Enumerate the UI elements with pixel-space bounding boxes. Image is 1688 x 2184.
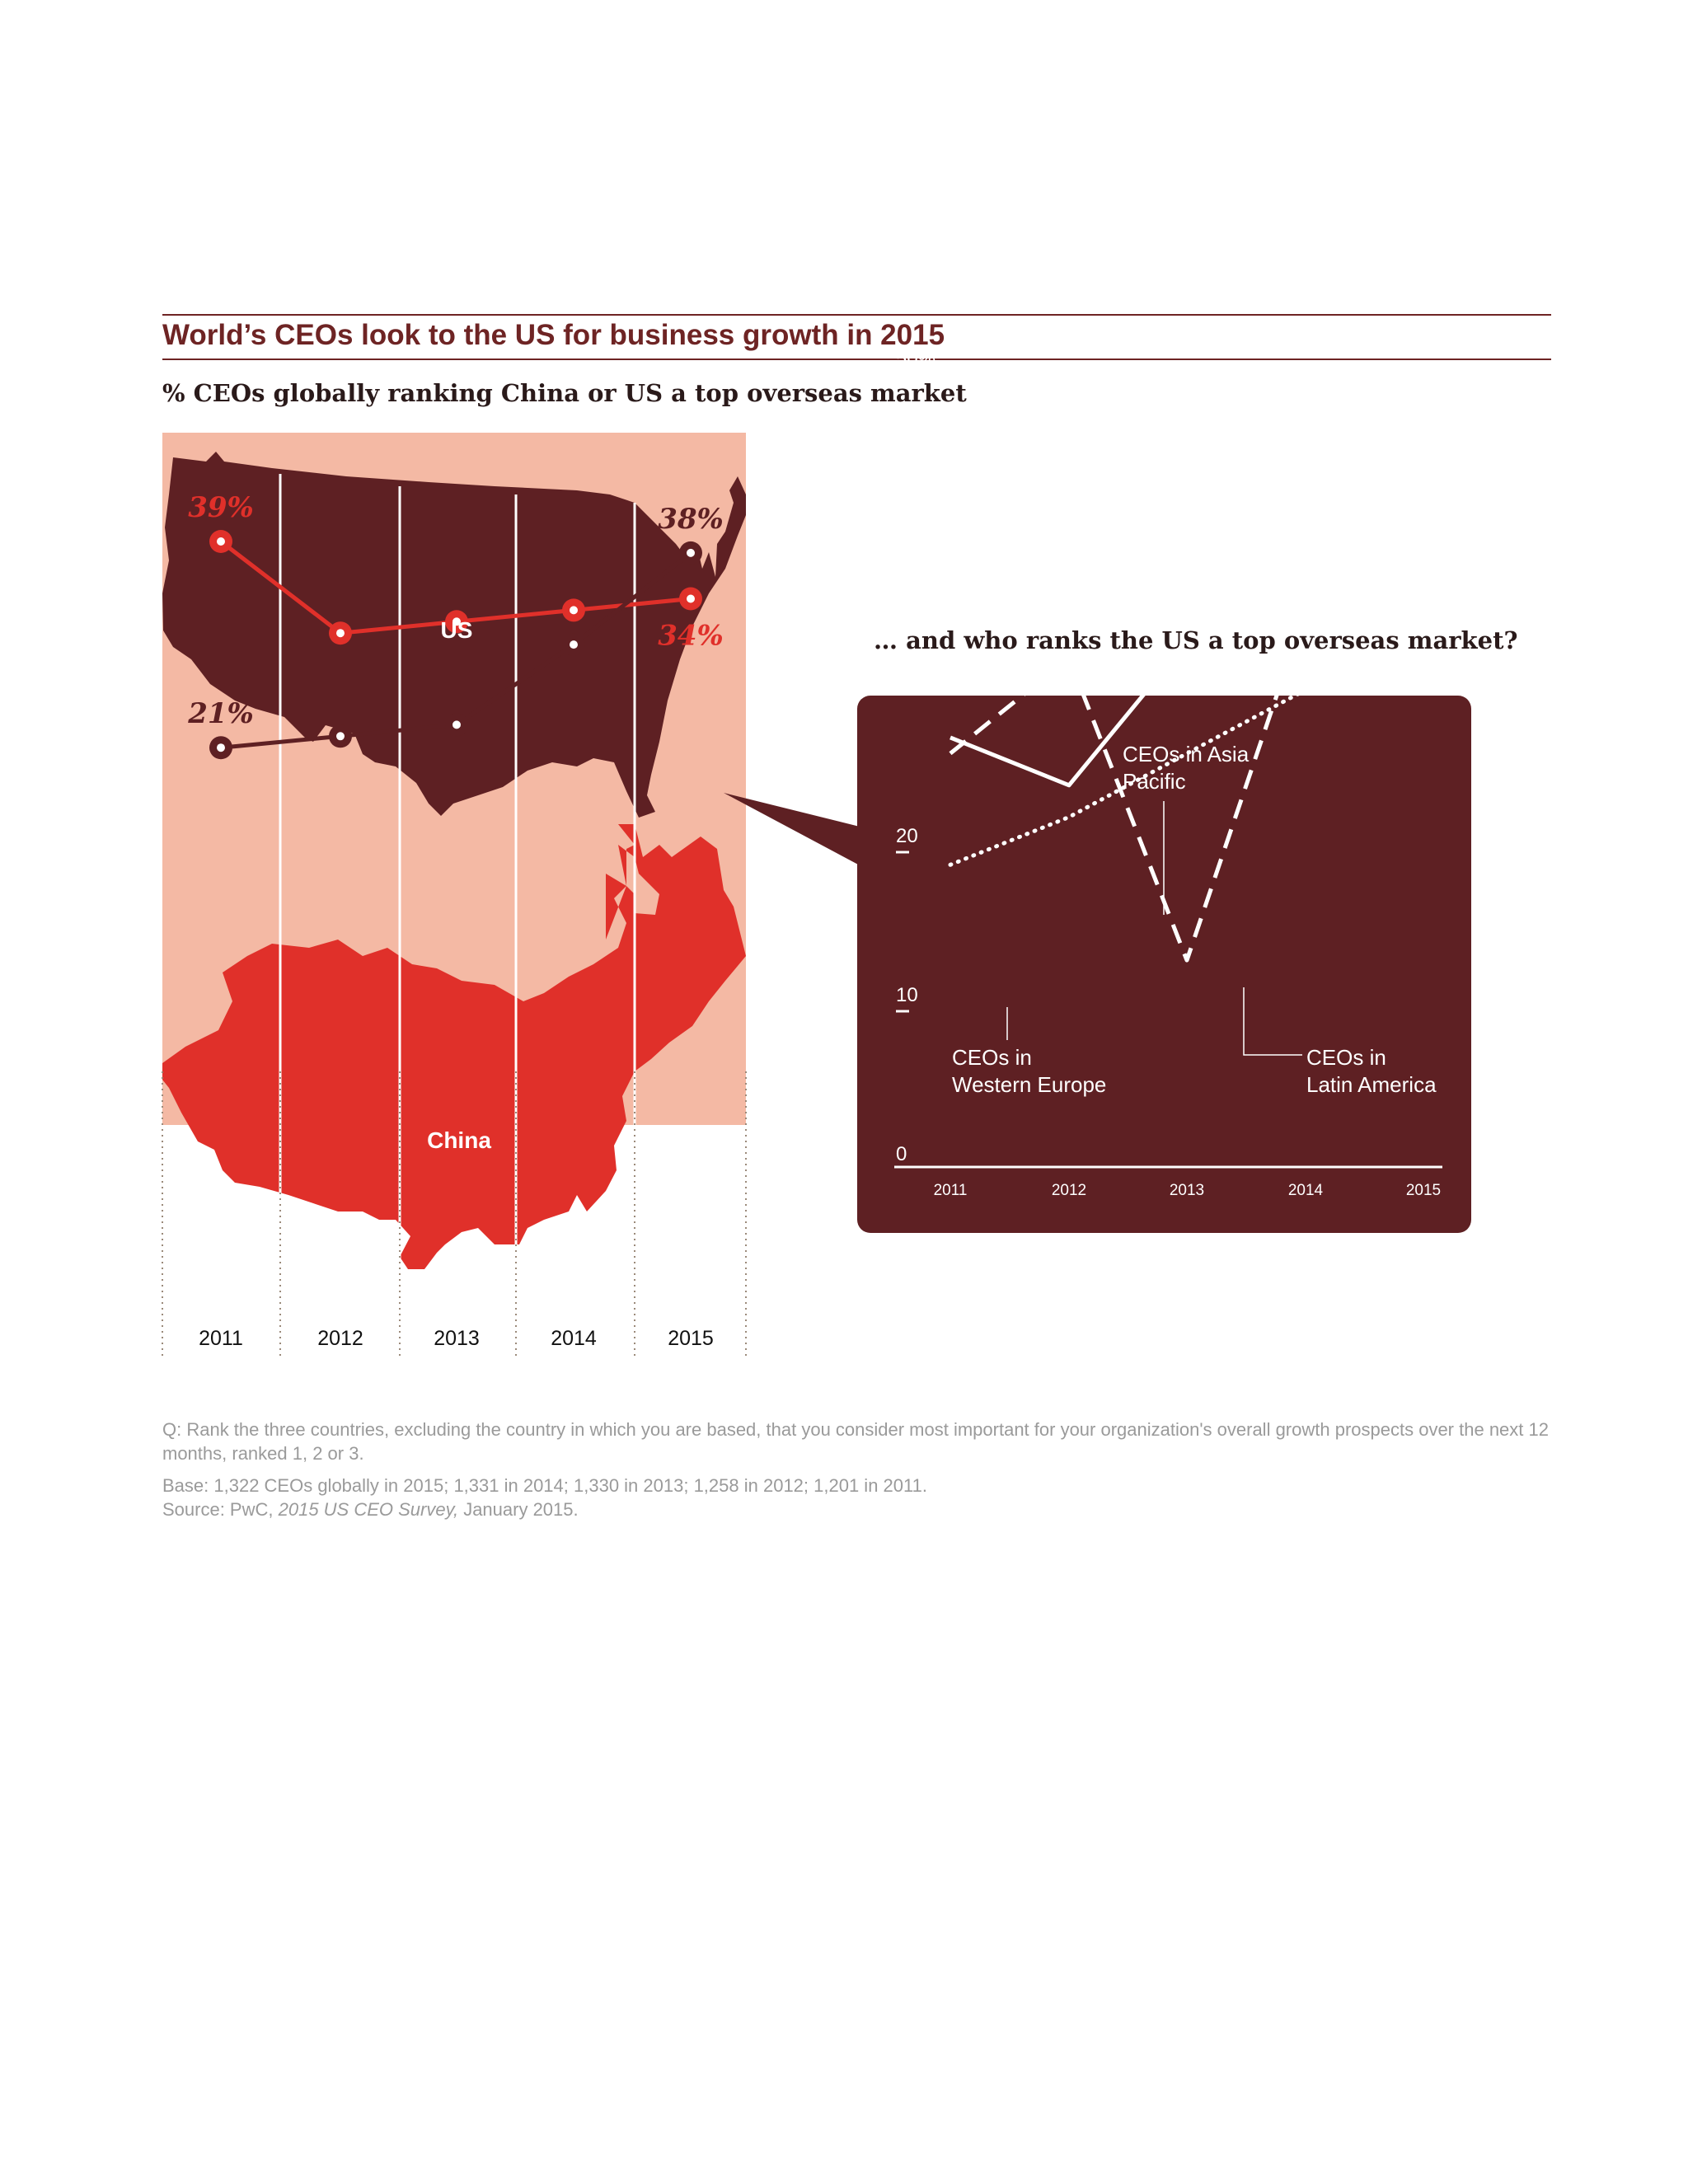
inset-line-ceos-in-western-europe: [948, 528, 1426, 867]
inset-ytick-40: 40: [896, 507, 918, 529]
us-point-center-2011: [217, 743, 225, 752]
us-point-center-2014: [570, 640, 578, 649]
us-point-center-2012: [336, 732, 345, 741]
inset-ytick-50: 50%: [896, 348, 935, 370]
inset-panel: [857, 696, 1471, 1233]
title-top-rule: [162, 314, 1551, 316]
map-year-labels: 2011 2012 2013 2014 2015: [199, 1327, 714, 1350]
inset-line-ceos-in-asia-pacific: [950, 402, 1426, 788]
map-year-dividers: [279, 474, 636, 1269]
us-map-shape: [162, 452, 746, 818]
source-prefix: Source: PwC,: [162, 1499, 279, 1520]
map-year-label-2011: 2011: [199, 1327, 243, 1350]
us-point-center-2015: [687, 548, 695, 557]
survey-base: Base: 1,322 CEOs globally in 2015; 1,331…: [162, 1475, 927, 1496]
inset-subtitle: … and who ranks the US a top overseas ma…: [874, 626, 1518, 654]
source-title: 2015 US CEO Survey,: [278, 1499, 459, 1520]
leader-latin-america: [1243, 987, 1302, 1056]
source-line: Source: PwC, 2015 US CEO Survey, January…: [162, 1497, 1555, 1521]
inset-xtick-2011: 2011: [934, 1182, 968, 1199]
inset-ytick-20: 20: [896, 825, 918, 847]
us-point-center-2013: [452, 720, 461, 729]
series-label-asia-pacific-line1: CEOs in Asia: [1123, 742, 1250, 766]
china-point-center-2012: [336, 629, 345, 638]
inset-xtick-2014: 2014: [1288, 1182, 1324, 1199]
map-year-label-2012: 2012: [317, 1327, 363, 1350]
value-label-us-2015: 38%: [658, 503, 724, 536]
value-label-china-2015: 34%: [658, 620, 724, 653]
us-map-label: US: [441, 617, 473, 643]
china-point-center-2013: [452, 617, 461, 626]
china-point-center-2014: [570, 606, 578, 615]
inset-line-ceos-in-latin-america: [949, 402, 1426, 963]
china-point-center-2011: [217, 537, 225, 546]
inset-xtick-2015: 2015: [1406, 1182, 1441, 1199]
survey-question: Q: Rank the three countries, excluding t…: [162, 1419, 1549, 1464]
inset-chart: 50% 40 30 20 10 0 2011 2012 2013 2014 2015 CEOs in …: [894, 348, 1442, 1199]
value-label-us-2011: 21%: [187, 697, 254, 730]
series-label-asia-pacific-line2: Pacific: [1123, 769, 1186, 794]
inset-ytick-30: 30: [896, 666, 918, 688]
series-label-western-europe-line2: Western Europe: [952, 1072, 1106, 1097]
footnotes: Q: Rank the three countries, excluding t…: [162, 1418, 1555, 1530]
inset-xtick-2013: 2013: [1170, 1182, 1204, 1199]
inset-ytick-10: 10: [896, 984, 918, 1006]
series-label-latin-america-line2: Latin America: [1306, 1072, 1437, 1097]
map-year-label-2014: 2014: [551, 1327, 597, 1350]
page-title: World’s CEOs look to the US for business…: [162, 319, 945, 351]
source-suffix: January 2015.: [458, 1499, 579, 1520]
china-map-label: China: [427, 1127, 491, 1153]
china-map-shape: [162, 824, 746, 1269]
inset-xtick-2012: 2012: [1052, 1182, 1086, 1199]
series-label-western-europe-line1: CEOs in: [952, 1045, 1032, 1070]
callout-pointer: [724, 793, 860, 865]
title-bottom-rule: [162, 359, 1551, 360]
series-label-latin-america-line1: CEOs in: [1306, 1045, 1386, 1070]
value-label-china-2011: 39%: [188, 491, 254, 524]
chart-subtitle: % CEOs globally ranking China or US a to…: [162, 379, 967, 407]
map-year-label-2013: 2013: [434, 1327, 480, 1350]
map-trend-lines: 39% 21% 38% 34%: [187, 491, 724, 760]
china-point-center-2015: [687, 594, 695, 603]
year-dotted-guides: [162, 1071, 747, 1360]
inset-ytick-0: 0: [896, 1143, 907, 1165]
map-year-label-2015: 2015: [668, 1327, 714, 1350]
